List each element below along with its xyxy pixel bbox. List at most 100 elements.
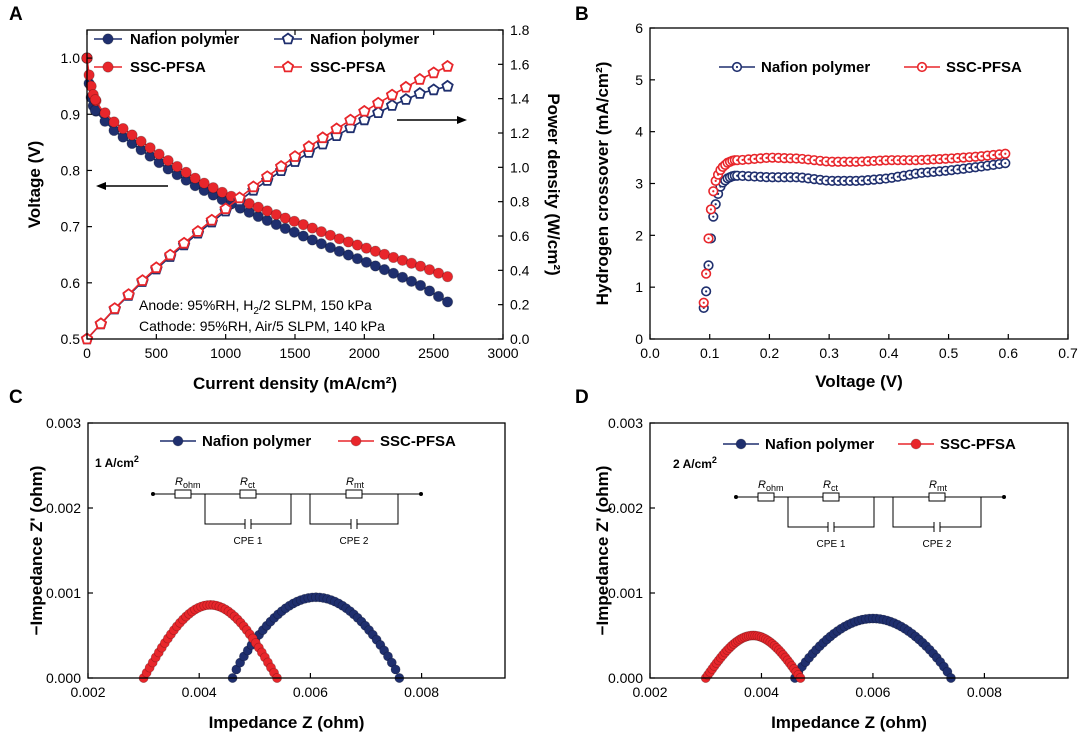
data-point xyxy=(180,166,192,178)
data-point-dot xyxy=(956,168,959,171)
resistor-label: Rct xyxy=(823,479,838,493)
data-point xyxy=(324,241,336,254)
y-tick-label: 6 xyxy=(635,20,643,36)
plot-frame xyxy=(87,422,506,679)
x-tick-label: 1000 xyxy=(210,345,241,361)
data-point-dot xyxy=(866,160,870,163)
data-point xyxy=(126,129,138,141)
resistor xyxy=(822,492,840,502)
x-tick-label: 0.3 xyxy=(819,345,839,361)
cpe-wire xyxy=(892,497,934,528)
data-point-dot xyxy=(920,158,923,162)
data-point xyxy=(423,285,436,297)
data-point-dot xyxy=(714,203,717,206)
cpe-wire xyxy=(251,494,292,525)
y2-tick-label: 0.0 xyxy=(510,331,530,347)
data-point-dot xyxy=(783,176,786,179)
data-point xyxy=(153,148,165,160)
data-point xyxy=(315,238,327,250)
x-axis-title: Impedance Z (ohm) xyxy=(771,713,927,732)
data-point-dot xyxy=(842,179,846,183)
data-point xyxy=(358,104,371,117)
data-point-dot xyxy=(908,173,911,176)
data-point-dot xyxy=(974,155,977,158)
data-point-dot xyxy=(986,154,989,157)
legend-marker xyxy=(350,435,362,447)
data-point xyxy=(233,191,246,204)
data-point-dot xyxy=(707,264,710,267)
y2-tick-label: 1.8 xyxy=(510,22,530,38)
data-point-dot xyxy=(872,159,876,163)
data-point xyxy=(441,59,454,72)
annotation-cathode: Cathode: 95%RH, Air/5 SLPM, 140 kPa xyxy=(139,318,385,334)
cpe-wire xyxy=(357,494,399,525)
data-point xyxy=(378,264,391,276)
data-point xyxy=(441,271,454,283)
data-point-dot xyxy=(938,170,941,173)
data-point xyxy=(358,113,371,126)
y2-tick-label: 0.2 xyxy=(510,297,530,313)
resistor-subscript: mt xyxy=(937,483,947,493)
data-point-dot xyxy=(848,160,852,163)
y-tick-label: 0.7 xyxy=(61,219,81,235)
data-point-dot xyxy=(771,176,774,179)
data-point xyxy=(360,256,373,268)
data-point-dot xyxy=(831,160,834,163)
data-point xyxy=(150,261,163,274)
panel-label: D xyxy=(575,387,589,408)
data-point-dot xyxy=(813,159,816,162)
data-point-dot xyxy=(759,157,762,160)
data-point xyxy=(427,66,440,79)
data-point-dot xyxy=(807,158,810,161)
data-point-dot xyxy=(777,156,780,159)
legend-label: Nafion polymer xyxy=(765,436,874,453)
y-tick-label: 0 xyxy=(635,331,643,347)
data-point-dot xyxy=(825,179,828,182)
condition-superscript: 2 xyxy=(134,454,139,464)
data-point xyxy=(144,142,156,154)
data-point xyxy=(342,249,354,261)
x-tick-label: 0.1 xyxy=(700,345,720,361)
data-point-dot xyxy=(831,179,834,183)
annotation-anode: Anode: 95%RH, H2/2 SLPM, 150 kPa xyxy=(139,297,372,317)
data-point xyxy=(297,230,309,242)
data-point-dot xyxy=(878,159,882,162)
legend-label: Nafion polymer xyxy=(761,59,870,76)
cpe-wire xyxy=(940,497,982,528)
data-point-dot xyxy=(932,170,935,173)
x-tick-label: 0.4 xyxy=(879,345,899,361)
arrow-left-head xyxy=(96,182,106,190)
data-point-dot xyxy=(878,177,882,181)
y-tick-label: 0.000 xyxy=(46,670,81,686)
data-point-dot xyxy=(896,175,899,178)
panel-d: D 0.002 0.004 0.006 0.008 0.000 0.001 0.002 0.00… xyxy=(575,387,1069,732)
x-tick-label: 0.7 xyxy=(1058,345,1078,361)
data-point xyxy=(162,154,174,167)
resistor-label: Rmt xyxy=(929,479,947,493)
data-point-dot xyxy=(795,157,798,160)
y-axis-title: −Impedance Z' (ohm) xyxy=(593,466,612,636)
resistor-symbol: R xyxy=(240,476,248,488)
x-tick-label: 1500 xyxy=(279,345,310,361)
resistor-subscript: ohm xyxy=(766,483,784,493)
x-axis-title: Current density (mA/cm²) xyxy=(193,374,397,393)
cpe-wire xyxy=(834,497,875,528)
cpe-label: CPE 2 xyxy=(340,536,369,547)
data-point-dot xyxy=(950,169,953,172)
legend-marker xyxy=(735,438,747,450)
data-point-dot xyxy=(926,171,929,174)
data-point-dot xyxy=(771,156,774,159)
panel-label: B xyxy=(575,4,589,25)
legend-marker xyxy=(172,435,184,447)
data-point-dot xyxy=(872,178,876,181)
y2-tick-label: 1.6 xyxy=(510,56,530,72)
data-point-dot xyxy=(714,179,717,183)
y-tick-label: 1 xyxy=(635,279,643,295)
data-point xyxy=(432,290,445,303)
resistor-symbol: R xyxy=(929,479,937,491)
y2-tick-label: 1.0 xyxy=(510,159,530,175)
resistor xyxy=(239,489,257,499)
data-point-dot xyxy=(968,156,971,159)
data-point xyxy=(288,150,302,162)
data-point-dot xyxy=(884,177,887,180)
